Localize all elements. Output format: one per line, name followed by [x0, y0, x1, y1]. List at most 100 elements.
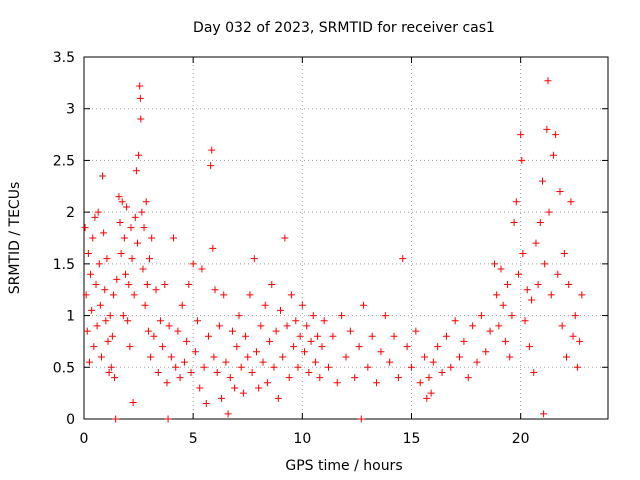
data-point — [518, 156, 526, 164]
data-point — [287, 291, 295, 299]
data-point — [259, 358, 267, 366]
y-tick-label: 2 — [66, 205, 75, 221]
data-point — [442, 332, 450, 340]
data-point — [377, 348, 385, 356]
data-point — [228, 327, 236, 335]
data-point — [281, 234, 289, 242]
data-point — [187, 368, 195, 376]
data-point — [274, 394, 282, 402]
data-point — [112, 415, 120, 423]
data-point — [82, 291, 90, 299]
data-point — [408, 363, 415, 371]
data-point — [209, 244, 217, 252]
data-point — [307, 337, 315, 345]
data-point — [138, 208, 146, 216]
data-point — [283, 322, 291, 330]
data-point — [499, 301, 507, 309]
data-point — [301, 348, 309, 356]
data-point — [246, 291, 254, 299]
data-point — [292, 317, 300, 325]
data-point — [272, 327, 280, 335]
data-point — [170, 234, 178, 242]
data-point — [116, 218, 124, 226]
data-point — [298, 301, 306, 309]
data-point — [560, 250, 568, 258]
data-point — [176, 374, 184, 382]
data-point — [381, 312, 389, 320]
data-point — [226, 374, 234, 382]
data-point — [93, 322, 101, 330]
data-point — [525, 343, 533, 351]
data-point — [183, 337, 191, 345]
data-point — [191, 348, 199, 356]
data-point — [136, 94, 144, 102]
data-point — [394, 374, 402, 382]
data-point — [421, 353, 429, 361]
data-point — [89, 234, 97, 242]
data-point — [390, 332, 398, 340]
x-axis-label: GPS time / hours — [285, 458, 402, 474]
data-point — [123, 203, 131, 211]
data-point — [270, 363, 278, 371]
data-point — [285, 374, 293, 382]
data-point — [147, 353, 155, 361]
data-point — [198, 265, 206, 273]
data-point — [91, 213, 99, 221]
data-point — [127, 224, 135, 232]
data-point — [130, 291, 138, 299]
data-point — [135, 151, 143, 159]
data-point — [211, 286, 219, 294]
data-point — [137, 115, 145, 123]
data-point — [504, 281, 512, 289]
data-point — [167, 353, 175, 361]
data-point — [569, 332, 577, 340]
data-point — [552, 131, 560, 139]
data-point — [164, 415, 172, 423]
data-point — [180, 358, 188, 366]
data-point — [434, 343, 442, 351]
data-point — [132, 167, 140, 175]
data-point — [464, 374, 472, 382]
data-point — [255, 384, 263, 392]
data-point — [497, 265, 505, 273]
data-point — [107, 363, 115, 371]
data-point — [521, 317, 529, 325]
data-point — [108, 332, 116, 340]
data-point — [578, 291, 586, 299]
data-point — [141, 301, 149, 309]
data-point — [342, 353, 350, 361]
data-point — [547, 291, 555, 299]
data-point — [172, 363, 180, 371]
data-point — [231, 384, 239, 392]
data-point — [567, 198, 575, 206]
x-tick-label: 15 — [403, 431, 421, 447]
data-point — [119, 312, 127, 320]
data-point — [207, 162, 215, 170]
data-point — [429, 358, 437, 366]
data-point — [290, 343, 298, 351]
data-point — [482, 348, 490, 356]
data-point — [318, 343, 326, 351]
data-point — [373, 379, 381, 387]
data-point — [85, 358, 93, 366]
data-point — [303, 322, 311, 330]
data-point — [573, 363, 581, 371]
data-point — [248, 368, 256, 376]
grid-lines — [84, 57, 608, 419]
data-point — [355, 343, 363, 351]
data-point — [252, 348, 260, 356]
data-point — [165, 322, 173, 330]
data-points — [81, 77, 586, 423]
data-point — [423, 394, 431, 402]
data-point — [117, 250, 125, 258]
data-point — [115, 193, 123, 201]
data-point — [316, 374, 324, 382]
data-point — [530, 368, 538, 376]
data-point — [101, 286, 109, 294]
data-point — [403, 343, 411, 351]
plot-frame — [83, 56, 609, 420]
data-point — [121, 270, 129, 278]
data-point — [118, 198, 126, 206]
data-point — [351, 374, 359, 382]
